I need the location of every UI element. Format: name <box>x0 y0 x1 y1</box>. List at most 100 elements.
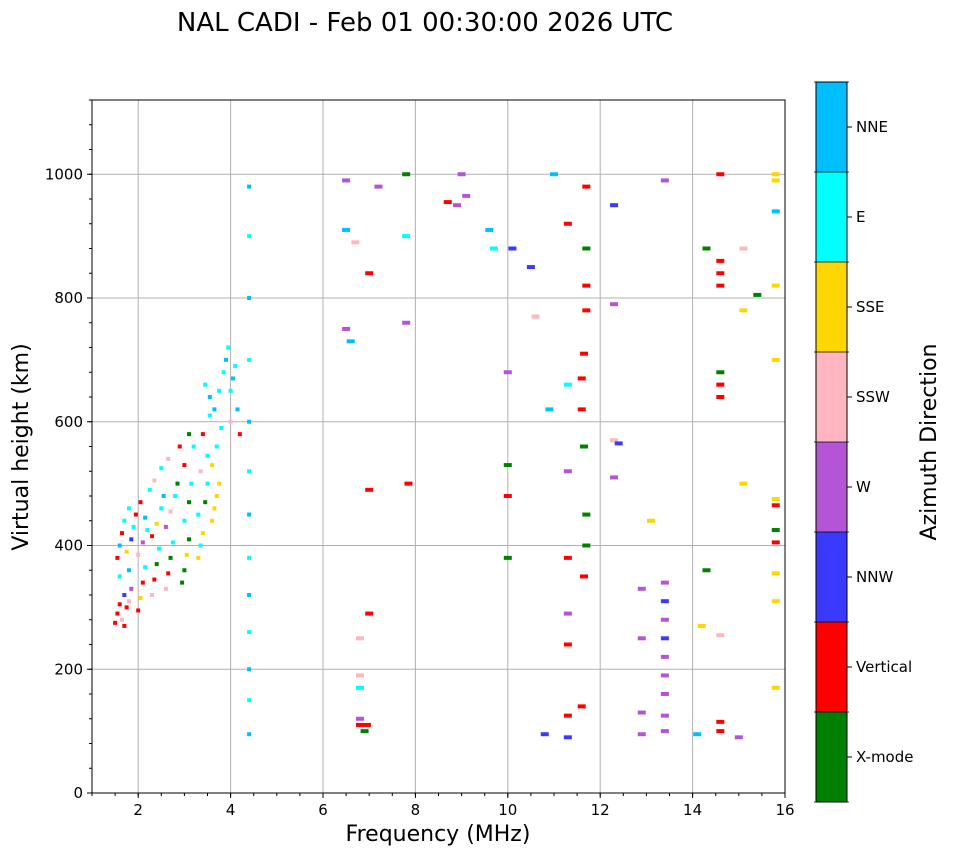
echo-mark-vertical <box>150 534 155 539</box>
colorbar-label-nnw: NNW <box>856 568 893 586</box>
echo-mark-sse <box>647 518 656 523</box>
echo-mark-w <box>402 320 411 325</box>
colorbar-label-ssw: SSW <box>856 388 890 406</box>
echo-mark-vertical <box>771 540 780 545</box>
echo-mark-nne <box>247 593 252 597</box>
y-tick-label: 400 <box>54 537 83 555</box>
echo-mark-x-mode <box>168 555 173 560</box>
echo-mark-nne <box>207 395 212 399</box>
echo-mark-nnw <box>526 265 535 270</box>
echo-mark-e <box>189 481 194 486</box>
echo-mark-ssw <box>355 673 364 678</box>
echo-mark-e <box>219 425 224 430</box>
echo-mark-x-mode <box>402 172 411 177</box>
echo-mark-vertical <box>716 283 725 288</box>
echo-mark-ssw <box>152 478 157 483</box>
echo-mark-nnw <box>660 636 669 641</box>
echo-mark-sse <box>739 481 748 486</box>
echo-mark-sse <box>210 518 215 523</box>
echo-mark-vertical <box>563 713 572 718</box>
echo-mark-nne <box>143 515 148 520</box>
plot-background <box>92 100 785 793</box>
echo-mark-sse <box>771 571 780 576</box>
echo-mark-nne <box>235 407 240 412</box>
echo-mark-x-mode <box>580 444 589 449</box>
echo-mark-sse <box>217 481 222 486</box>
y-axis-label: Virtual height (km) <box>9 343 34 550</box>
echo-mark-vertical <box>503 494 512 498</box>
echo-mark-w <box>660 692 669 696</box>
echo-mark-vertical <box>563 642 572 647</box>
echo-mark-vertical <box>563 221 572 226</box>
echo-mark-sse <box>771 685 780 690</box>
echo-mark-nne <box>485 227 494 232</box>
echo-mark-vertical <box>563 555 572 560</box>
echo-mark-vertical <box>716 382 725 387</box>
colorbar-segment-vertical <box>816 622 847 712</box>
echo-mark-e <box>182 518 187 523</box>
colorbar-label: Azimuth Direction <box>917 343 942 540</box>
echo-mark-w <box>660 673 669 678</box>
echo-mark-vertical <box>716 271 725 276</box>
echo-mark-x-mode <box>175 481 180 486</box>
echo-mark-e <box>228 388 233 393</box>
echo-mark-x-mode <box>771 528 780 533</box>
echo-mark-e <box>131 524 136 529</box>
colorbar-label-vertical: Vertical <box>856 658 912 676</box>
echo-mark-ssw <box>126 599 131 604</box>
echo-mark-w <box>637 636 646 641</box>
echo-mark-w <box>457 172 466 177</box>
echo-mark-vertical <box>355 722 364 727</box>
echo-mark-sse <box>196 555 201 560</box>
echo-mark-w <box>660 178 669 183</box>
echo-mark-vertical <box>115 611 120 616</box>
echo-mark-w <box>660 713 669 718</box>
echo-mark-x-mode <box>582 543 591 548</box>
echo-mark-vertical <box>117 602 122 607</box>
echo-mark-nnw <box>563 735 572 740</box>
echo-mark-w <box>462 193 471 198</box>
echo-mark-e <box>247 630 252 635</box>
echo-mark-w <box>660 729 669 734</box>
echo-mark-sse <box>200 531 205 536</box>
echo-mark-x-mode <box>203 500 208 505</box>
echo-mark-ssw <box>150 593 155 597</box>
echo-mark-x-mode <box>360 729 369 734</box>
echo-mark-sse <box>124 549 129 554</box>
x-tick-label: 14 <box>683 801 702 819</box>
colorbar-segment-e <box>816 172 847 262</box>
echo-mark-vertical <box>771 503 780 508</box>
echo-mark-x-mode <box>503 463 512 468</box>
x-axis-ticks: 2 4 6 8 10 12 14 16 <box>91 793 795 819</box>
y-tick-label: 600 <box>54 413 83 431</box>
echo-mark-vertical <box>443 200 452 205</box>
echo-mark-w <box>163 524 168 529</box>
data-marks <box>113 172 780 740</box>
echo-mark-e <box>122 518 127 523</box>
chart-title: NAL CADI - Feb 01 00:30:00 2026 UTC <box>177 8 673 38</box>
echo-mark-e <box>191 444 196 449</box>
echo-mark-e <box>221 370 226 375</box>
echo-mark-vertical <box>136 608 141 613</box>
echo-mark-sse <box>771 172 780 177</box>
y-axis-ticks: 0 200 400 600 800 1000 <box>45 99 92 802</box>
echo-mark-w <box>140 540 145 545</box>
colorbar-label-e: E <box>856 208 865 226</box>
echo-mark-vertical <box>133 512 138 517</box>
echo-mark-e <box>247 234 252 239</box>
y-tick-label: 1000 <box>45 165 83 183</box>
echo-mark-sse <box>210 463 215 468</box>
echo-mark-w <box>734 735 743 740</box>
echo-mark-vertical <box>365 487 374 492</box>
echo-mark-ssw <box>531 314 540 319</box>
echo-mark-vertical <box>582 308 591 313</box>
echo-mark-e <box>247 698 252 703</box>
echo-mark-nne <box>545 407 554 412</box>
colorbar-label-w: W <box>856 478 871 496</box>
echo-mark-nne <box>247 419 252 424</box>
echo-mark-x-mode <box>753 292 762 297</box>
echo-mark-w <box>660 580 669 585</box>
echo-mark-ssw <box>166 456 171 461</box>
y-tick-label: 0 <box>73 784 83 802</box>
